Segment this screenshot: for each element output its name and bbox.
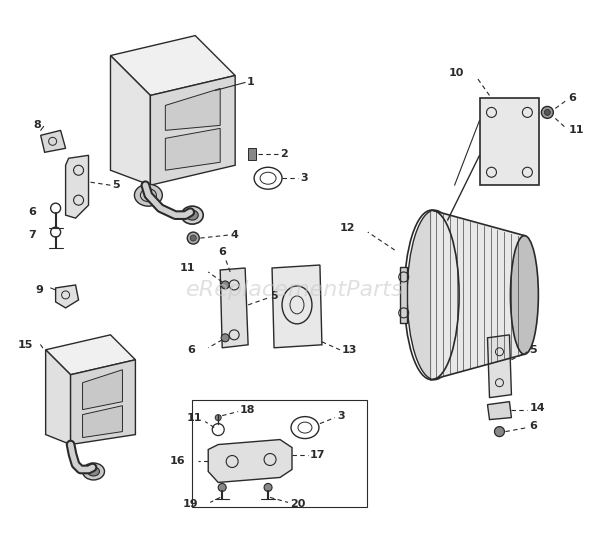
Polygon shape bbox=[150, 76, 235, 185]
Text: 6: 6 bbox=[218, 247, 226, 257]
Ellipse shape bbox=[186, 210, 198, 220]
Text: 1: 1 bbox=[247, 77, 255, 88]
Text: 6: 6 bbox=[28, 207, 35, 217]
Text: 5: 5 bbox=[113, 180, 120, 190]
Text: 18: 18 bbox=[240, 405, 255, 415]
Text: 2: 2 bbox=[280, 149, 288, 159]
Polygon shape bbox=[248, 148, 256, 160]
Text: 3: 3 bbox=[300, 173, 307, 183]
Circle shape bbox=[187, 232, 199, 244]
Text: 17: 17 bbox=[310, 449, 326, 460]
Circle shape bbox=[218, 483, 226, 491]
Text: 6: 6 bbox=[568, 93, 576, 104]
Ellipse shape bbox=[87, 467, 100, 476]
Text: 11: 11 bbox=[187, 412, 202, 423]
Ellipse shape bbox=[510, 236, 538, 354]
Polygon shape bbox=[110, 35, 235, 96]
Text: 19: 19 bbox=[183, 499, 198, 510]
Text: 20: 20 bbox=[290, 499, 306, 510]
Text: 8: 8 bbox=[34, 120, 41, 130]
Text: 6: 6 bbox=[188, 345, 195, 355]
Text: 7: 7 bbox=[28, 230, 35, 240]
Text: eReplacementParts: eReplacementParts bbox=[186, 280, 404, 300]
Polygon shape bbox=[41, 130, 65, 153]
Text: 16: 16 bbox=[170, 456, 185, 467]
Polygon shape bbox=[480, 98, 539, 185]
Text: 5: 5 bbox=[270, 291, 278, 301]
Circle shape bbox=[545, 110, 550, 115]
Ellipse shape bbox=[135, 184, 162, 206]
Text: 4: 4 bbox=[230, 230, 238, 240]
Circle shape bbox=[215, 415, 221, 420]
Text: 15: 15 bbox=[17, 340, 32, 350]
Text: 3: 3 bbox=[337, 411, 345, 420]
Polygon shape bbox=[110, 55, 150, 185]
Bar bbox=[192, 400, 367, 507]
Text: 11: 11 bbox=[568, 125, 584, 135]
Ellipse shape bbox=[181, 206, 203, 224]
Polygon shape bbox=[220, 268, 248, 348]
Ellipse shape bbox=[407, 210, 462, 380]
Polygon shape bbox=[45, 350, 71, 445]
Polygon shape bbox=[55, 285, 78, 308]
Ellipse shape bbox=[83, 463, 104, 480]
Circle shape bbox=[542, 106, 553, 118]
Polygon shape bbox=[400, 267, 407, 323]
Polygon shape bbox=[432, 210, 525, 380]
Circle shape bbox=[494, 426, 504, 437]
Circle shape bbox=[221, 281, 229, 289]
Polygon shape bbox=[487, 335, 512, 398]
Polygon shape bbox=[272, 265, 322, 348]
Polygon shape bbox=[71, 360, 136, 445]
Polygon shape bbox=[45, 335, 136, 375]
Text: 11: 11 bbox=[180, 263, 195, 273]
Polygon shape bbox=[165, 89, 220, 130]
Polygon shape bbox=[83, 405, 123, 438]
Text: 6: 6 bbox=[529, 420, 537, 431]
Polygon shape bbox=[487, 402, 512, 419]
Text: 9: 9 bbox=[36, 285, 44, 295]
Polygon shape bbox=[83, 370, 123, 410]
Text: 5: 5 bbox=[529, 345, 537, 355]
Polygon shape bbox=[65, 155, 88, 218]
Text: 12: 12 bbox=[339, 223, 355, 233]
Polygon shape bbox=[208, 440, 292, 482]
Text: 13: 13 bbox=[342, 345, 358, 355]
Text: 10: 10 bbox=[449, 68, 464, 77]
Polygon shape bbox=[165, 128, 220, 170]
Circle shape bbox=[221, 334, 229, 342]
Text: 14: 14 bbox=[529, 403, 545, 412]
Circle shape bbox=[264, 483, 272, 491]
Circle shape bbox=[190, 235, 196, 241]
